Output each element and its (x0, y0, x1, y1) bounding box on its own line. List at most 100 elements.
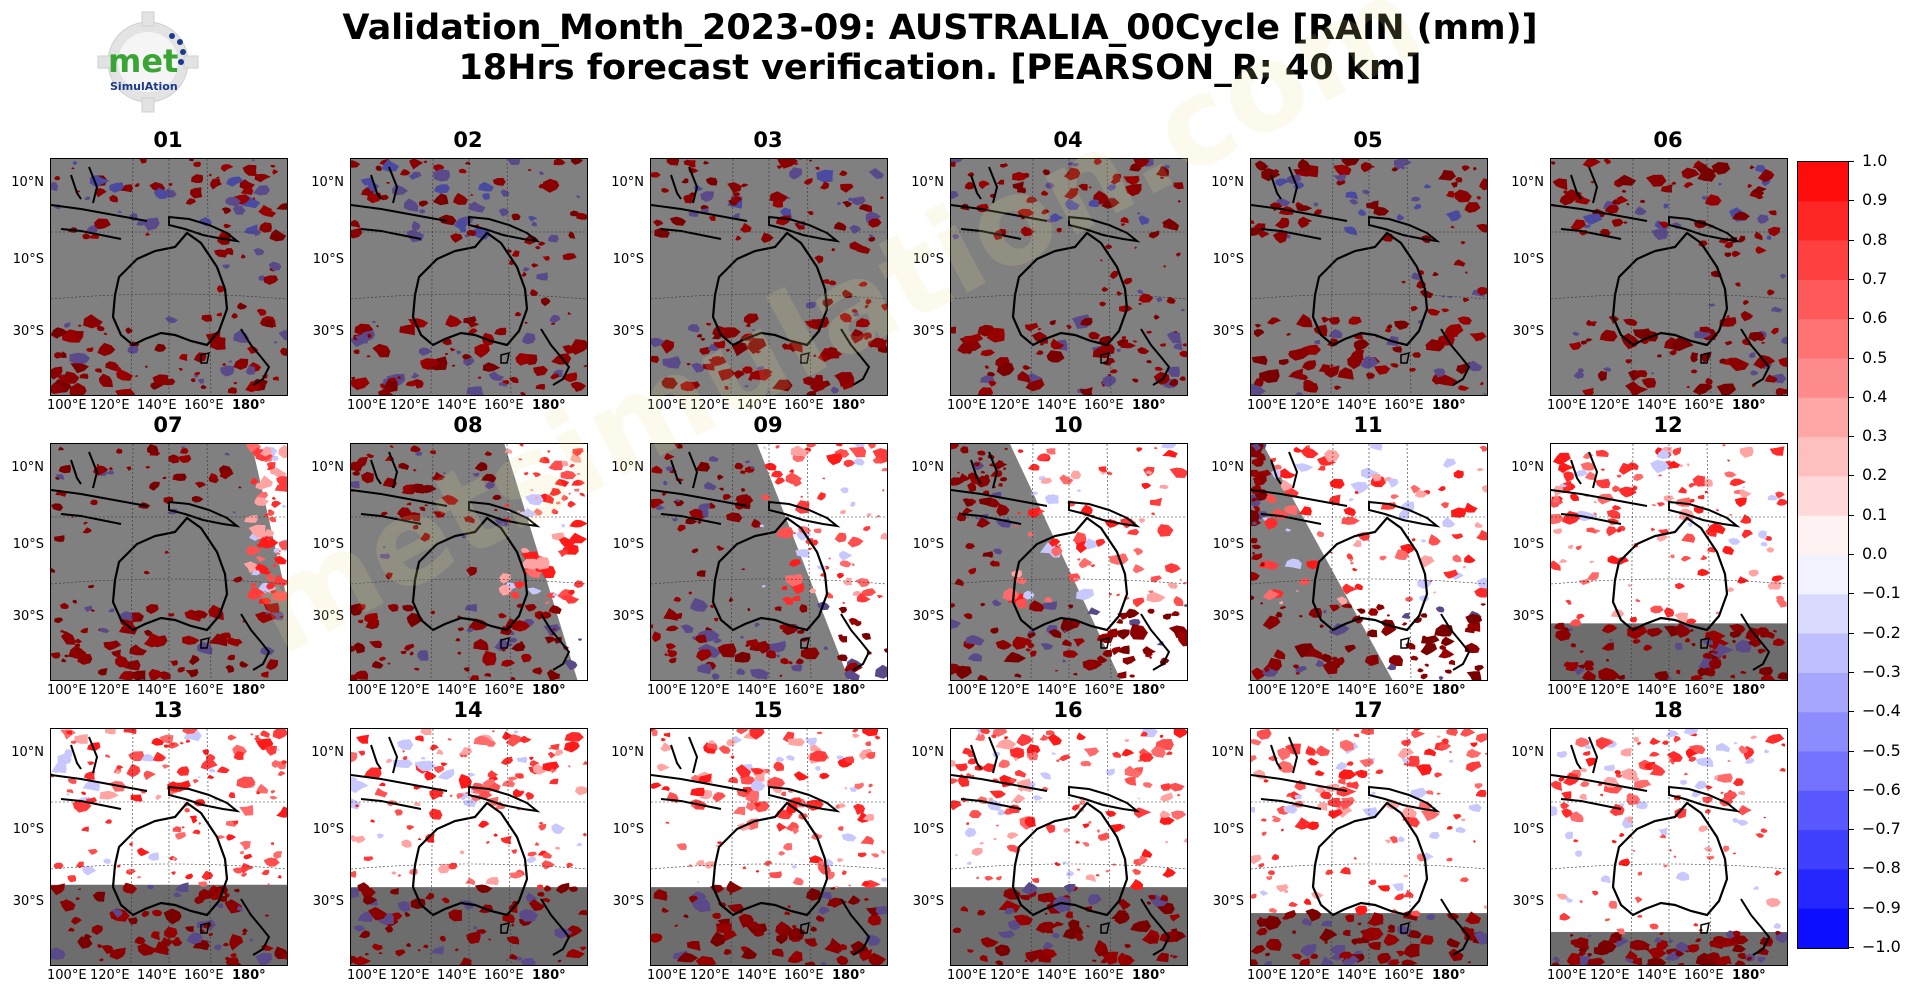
colorbar-step (1798, 555, 1848, 595)
correlation-map (1550, 443, 1788, 681)
lon-label: 100°E (347, 683, 387, 698)
map-gridlines (351, 444, 587, 680)
lon-label: 120°E (990, 398, 1030, 413)
map-panel: 06 10°N 10°S 30°S 100°E 120°E 140°E 160°E 180° (1500, 128, 1800, 433)
lon-label: 180° (1432, 398, 1466, 413)
lon-label: 140°E (137, 968, 177, 983)
colorbar-tick-mark (1848, 554, 1854, 555)
lon-label: 160°E (1084, 398, 1124, 413)
correlation-map (1250, 728, 1488, 966)
lon-label: 140°E (1637, 968, 1677, 983)
island-coastlines (951, 166, 1171, 386)
australia-coastline (711, 801, 829, 917)
lon-label: 100°E (1247, 683, 1287, 698)
lon-label: 120°E (690, 683, 730, 698)
lon-label: 160°E (1684, 398, 1724, 413)
lon-label: 180° (1732, 398, 1766, 413)
new-guinea-coastline (1368, 500, 1441, 528)
correlation-map (1250, 443, 1488, 681)
lon-label: 180° (232, 683, 266, 698)
lat-label: 10°S (1212, 537, 1244, 552)
panel-title: 13 (153, 698, 183, 722)
lon-label: 160°E (1084, 968, 1124, 983)
colorbar-tick-mark (1848, 239, 1854, 241)
island-coastlines (951, 451, 1171, 671)
australia-coastline (711, 231, 829, 347)
lon-label: 180° (1732, 968, 1766, 983)
lat-label: 10°S (312, 252, 344, 267)
colorbar-step (1798, 790, 1848, 831)
australia-coastline (1311, 231, 1429, 347)
lon-label: 120°E (990, 683, 1030, 698)
map-panel: 04 10°N 10°S 30°S 100°E 120°E 140°E 160°E 180° (900, 128, 1200, 433)
map-gridlines (1251, 444, 1487, 680)
map-panel: 10 10°N 10°S 30°S 100°E 120°E 140°E 160°E 180° (900, 413, 1200, 718)
colorbar-step (1798, 594, 1848, 635)
colorbar (1797, 161, 1849, 949)
logo-text: met (108, 42, 178, 80)
colorbar-tick-label: 1.0 (1862, 151, 1888, 170)
lon-label: 140°E (737, 398, 777, 413)
colorbar-tick-label: −0.2 (1862, 622, 1901, 642)
australia-coastline (1611, 801, 1729, 917)
lat-label: 10°N (911, 175, 944, 190)
tasmania-coastline (1700, 636, 1710, 649)
lon-label: 100°E (47, 968, 87, 983)
colorbar-tick-mark (1848, 907, 1854, 909)
colorbar-tick-label: −0.3 (1862, 661, 1901, 681)
lon-label: 100°E (1547, 968, 1587, 983)
panel-title: 14 (453, 698, 483, 722)
colorbar-tick-mark (1848, 750, 1854, 752)
correlation-map (1550, 728, 1788, 966)
lon-label: 180° (1132, 968, 1166, 983)
panel-title: 02 (453, 128, 483, 152)
lon-label: 100°E (647, 683, 687, 698)
lat-label: 10°N (311, 460, 344, 475)
lat-label: 10°N (311, 745, 344, 760)
colorbar-tick-mark (1848, 357, 1854, 359)
lon-label: 140°E (1637, 398, 1677, 413)
new-guinea-coastline (468, 785, 541, 813)
lon-label: 180° (832, 398, 866, 413)
lon-label: 100°E (647, 398, 687, 413)
lat-label: 10°S (12, 537, 44, 552)
lon-label: 160°E (1384, 968, 1424, 983)
lat-label: 10°S (612, 537, 644, 552)
map-gridlines (1551, 444, 1787, 680)
lat-label: 30°S (12, 894, 44, 909)
lat-label: 10°S (12, 822, 44, 837)
lon-label: 120°E (1290, 683, 1330, 698)
colorbar-tick-label: −1.0 (1862, 937, 1901, 956)
lon-label: 120°E (690, 398, 730, 413)
colorbar-tick-label: 0.5 (1862, 347, 1888, 367)
tasmania-coastline (1400, 636, 1410, 649)
colorbar-tick-label: 0.4 (1862, 386, 1888, 406)
lon-label: 160°E (1384, 683, 1424, 698)
lon-label: 120°E (90, 968, 130, 983)
colorbar-tick-mark (1848, 829, 1854, 831)
lat-label: 10°N (611, 460, 644, 475)
island-coastlines (51, 451, 271, 671)
australia-coastline (111, 516, 229, 632)
map-gridlines (651, 729, 887, 965)
new-guinea-coastline (1668, 785, 1741, 813)
lat-label: 30°S (612, 609, 644, 624)
lon-label: 140°E (437, 398, 477, 413)
australia-coastline (411, 516, 529, 632)
colorbar-tick-label: 0.8 (1862, 229, 1888, 249)
colorbar-tick-label: 0.1 (1862, 504, 1888, 524)
colorbar-step (1798, 358, 1848, 399)
australia-coastline (411, 801, 529, 917)
lon-label: 160°E (184, 398, 224, 413)
colorbar-step (1798, 712, 1848, 753)
lon-label: 160°E (784, 398, 824, 413)
lat-label: 10°N (1211, 460, 1244, 475)
lon-label: 180° (1432, 968, 1466, 983)
lon-label: 100°E (347, 398, 387, 413)
lon-label: 140°E (1337, 398, 1377, 413)
lon-label: 100°E (947, 398, 987, 413)
colorbar-step (1798, 201, 1848, 242)
colorbar-tick-label: −0.1 (1862, 583, 1901, 603)
island-coastlines (1251, 736, 1471, 956)
colorbar-tick-mark (1848, 436, 1854, 438)
